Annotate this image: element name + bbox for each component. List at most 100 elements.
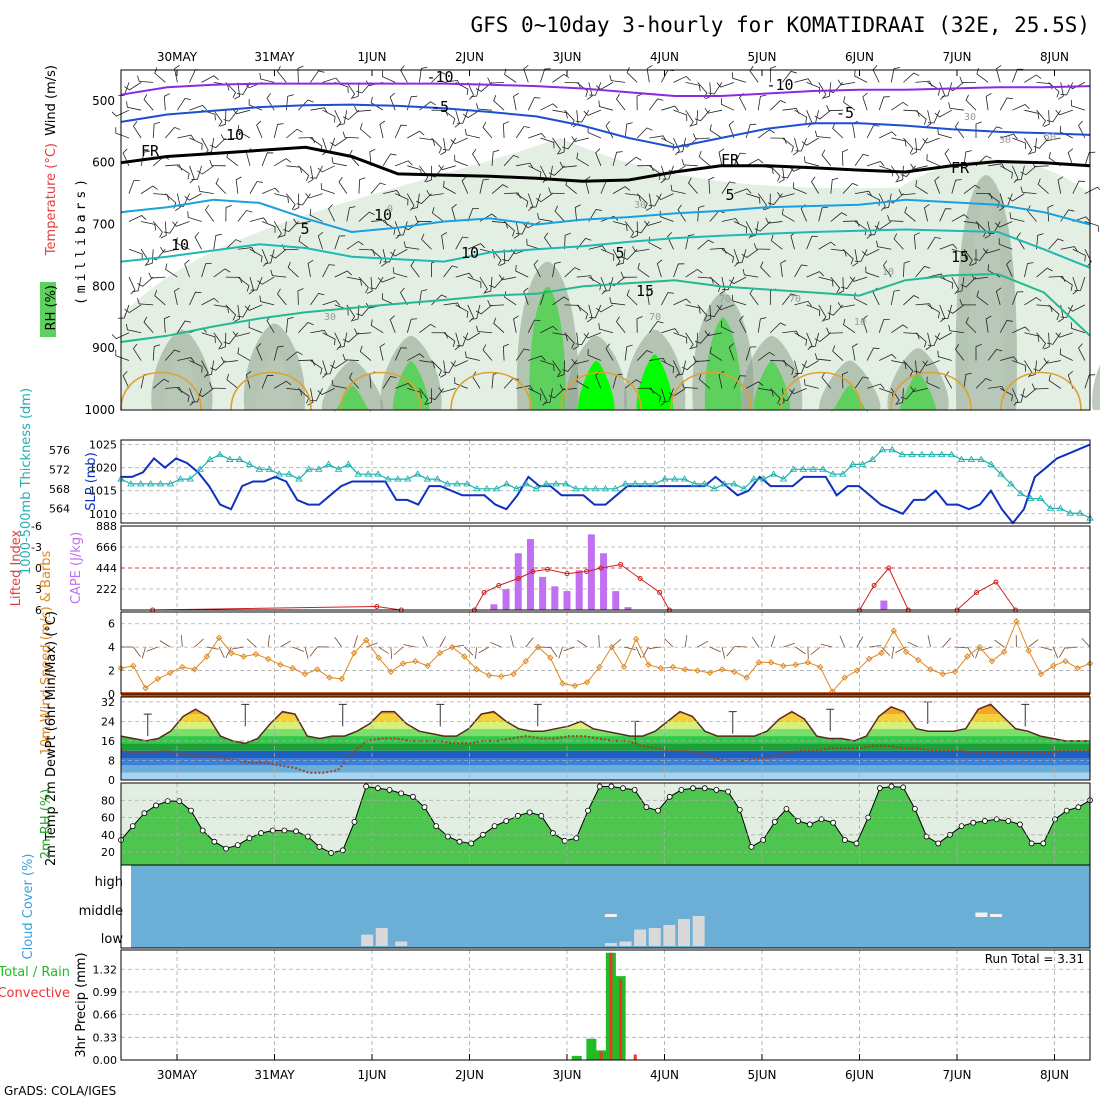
rh-marker bbox=[760, 837, 767, 843]
rh-marker bbox=[234, 842, 241, 849]
wind-barb bbox=[649, 135, 667, 142]
wind-barb bbox=[985, 315, 992, 333]
wind-barb bbox=[941, 82, 953, 97]
wind10-marker bbox=[522, 657, 529, 665]
wind-barb bbox=[338, 176, 348, 194]
wind-barb bbox=[470, 82, 481, 98]
wind-barb bbox=[757, 317, 767, 333]
wind-barb bbox=[354, 105, 372, 112]
wind-barb bbox=[782, 360, 794, 376]
wind-barb bbox=[491, 149, 500, 166]
thickness-marker bbox=[670, 475, 679, 482]
rh-marker bbox=[701, 785, 708, 792]
rh-marker bbox=[911, 805, 918, 812]
wind-barb bbox=[383, 249, 396, 263]
wind-barb bbox=[673, 298, 691, 306]
wind-barb bbox=[887, 214, 904, 222]
wind-barb bbox=[823, 82, 832, 99]
wind-barb bbox=[794, 109, 808, 124]
wind-barb bbox=[1000, 133, 1018, 140]
wind-barb bbox=[177, 165, 190, 180]
wind-barb bbox=[407, 353, 425, 361]
wind-barb bbox=[249, 217, 268, 223]
isotherm--5 bbox=[120, 103, 1091, 149]
thickness-marker bbox=[285, 470, 293, 477]
wind-barb bbox=[636, 93, 643, 111]
wind-barb bbox=[346, 276, 363, 286]
thickness-marker bbox=[512, 484, 521, 492]
wind-barb bbox=[552, 296, 570, 306]
rh-marker bbox=[923, 833, 930, 840]
thickness-marker bbox=[829, 470, 837, 477]
wind-barb bbox=[209, 382, 226, 389]
wind-barb bbox=[297, 65, 304, 83]
wind-barb bbox=[624, 221, 635, 238]
wind10-marker bbox=[1062, 657, 1069, 665]
wind-barb bbox=[890, 388, 900, 406]
wind-barb bbox=[334, 304, 349, 316]
thickness-marker bbox=[136, 480, 145, 487]
wind-barb bbox=[479, 276, 488, 295]
rh-marker bbox=[199, 827, 206, 834]
wind-barb bbox=[910, 163, 928, 170]
precip-y-tick: 1.32 bbox=[93, 963, 118, 976]
precip-conv-bar bbox=[609, 952, 613, 1060]
wind10-barb bbox=[1081, 637, 1091, 648]
wind-barb bbox=[745, 193, 761, 204]
wind-barb bbox=[745, 346, 757, 361]
wind-barb bbox=[1047, 204, 1054, 222]
wind-barb bbox=[165, 263, 178, 278]
wind-barb bbox=[718, 371, 725, 389]
wind-barb bbox=[516, 162, 534, 169]
cloud-mid-bar bbox=[990, 914, 1002, 917]
thickness-marker bbox=[473, 484, 481, 492]
wind-barb bbox=[709, 346, 723, 361]
wind-barb bbox=[370, 182, 386, 194]
wind-barb bbox=[733, 221, 748, 234]
wind-barb bbox=[951, 276, 960, 295]
wind-barb bbox=[1072, 248, 1086, 262]
wind10-barb bbox=[1040, 646, 1053, 651]
wind-barb bbox=[720, 320, 735, 334]
thickness-marker bbox=[364, 470, 372, 477]
wind10-barb bbox=[783, 642, 795, 648]
li-marker bbox=[481, 590, 487, 595]
date-label-top: 7JUN bbox=[943, 50, 972, 64]
wind10-marker bbox=[878, 649, 885, 657]
wind-y-tick: 4 bbox=[108, 641, 115, 654]
wind-barb bbox=[342, 109, 360, 121]
wind-barb bbox=[250, 276, 263, 291]
wind-barb bbox=[443, 302, 461, 309]
wind-barb bbox=[637, 262, 650, 278]
wind-barb bbox=[976, 290, 989, 306]
rh-marker bbox=[223, 845, 229, 852]
temp-max-bar bbox=[143, 713, 152, 737]
wind-barb bbox=[705, 304, 712, 322]
wind-barb bbox=[310, 70, 325, 83]
wind-barb bbox=[661, 328, 679, 334]
wind-barb bbox=[988, 385, 1006, 392]
wind-barb bbox=[232, 331, 251, 337]
wind-barb bbox=[620, 271, 638, 278]
wind-barb bbox=[868, 221, 880, 236]
wind-barb bbox=[132, 121, 142, 139]
wind-barb bbox=[954, 344, 965, 361]
wind-barb bbox=[576, 82, 589, 98]
thickness-marker bbox=[394, 475, 402, 482]
date-label-top: 2JUN bbox=[455, 50, 484, 64]
thickness-marker bbox=[947, 450, 956, 458]
wind-barb bbox=[842, 149, 849, 166]
wind-barb bbox=[544, 388, 553, 404]
thickness-marker bbox=[740, 484, 748, 492]
thickness-marker bbox=[314, 465, 323, 472]
wind-barb bbox=[382, 376, 397, 389]
wind-barb bbox=[261, 152, 274, 166]
wind-barb bbox=[530, 193, 541, 208]
rh-y-tick: 60 bbox=[101, 812, 115, 825]
cape-bar bbox=[880, 600, 888, 610]
precip-panel: 0.00 0.33 0.66 0.99 1.32 Run Total = 3.31 3hr … bbox=[0, 950, 1090, 1067]
wind-barb bbox=[456, 332, 469, 347]
wind-barb bbox=[516, 221, 529, 235]
wind-barb bbox=[571, 136, 589, 142]
wind-barb bbox=[425, 165, 432, 183]
